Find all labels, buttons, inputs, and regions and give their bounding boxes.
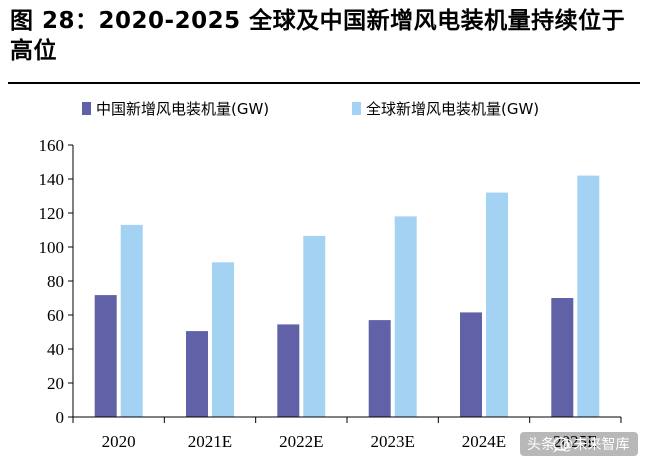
x-tick-label: 2020	[102, 432, 136, 451]
legend-label: 中国新增风电装机量(GW)	[96, 100, 269, 118]
bars	[94, 175, 600, 417]
watermark-text: 头条 @未来智库	[527, 436, 629, 453]
bar-global-2025E	[577, 175, 600, 417]
legend-swatch	[82, 102, 91, 115]
legend-label: 全球新增风电装机量(GW)	[366, 100, 539, 118]
figure-title: 图 28：2020-2025 全球及中国新增风电装机量持续位于高位	[10, 8, 626, 64]
bar-china-2025E	[551, 298, 574, 417]
y-tick-label: 100	[39, 238, 65, 257]
y-tick-label: 80	[47, 272, 64, 291]
bar-china-2020	[94, 295, 117, 417]
chat-bubble-icon	[553, 437, 569, 453]
x-tick-label: 2024E	[462, 432, 506, 451]
axes: 0 20 40 60 80 100 120 140 160 2020 2021E 2022E 2023E…	[39, 136, 622, 451]
title-rule	[8, 82, 640, 84]
y-tick-label: 120	[39, 204, 65, 223]
y-tick-label: 0	[56, 408, 65, 427]
bar-global-2022E	[303, 235, 326, 417]
bar-global-2021E	[212, 262, 234, 417]
x-tick-label: 2022E	[279, 432, 323, 451]
bar-china-2022E	[277, 324, 300, 417]
bar-global-2020	[120, 224, 143, 417]
watermark-background	[520, 432, 638, 456]
x-tick-label: 2025E	[553, 432, 597, 451]
x-tick-label: 2023E	[370, 432, 414, 451]
legend-swatch	[352, 102, 361, 115]
bar-china-2021E	[186, 331, 208, 417]
y-tick-label: 140	[39, 170, 65, 189]
watermark: 头条 @未来智库	[520, 432, 638, 456]
bar-global-2024E	[486, 192, 508, 417]
bar-china-2023E	[368, 320, 391, 417]
y-tick-label: 60	[47, 306, 64, 325]
bar-global-2023E	[394, 216, 417, 417]
legend: 中国新增风电装机量(GW) 全球新增风电装机量(GW)	[82, 100, 539, 118]
y-tick-label: 160	[39, 136, 65, 155]
y-tick-label: 40	[47, 340, 64, 359]
x-tick-label: 2021E	[188, 432, 232, 451]
y-tick-label: 20	[47, 374, 64, 393]
bar-china-2024E	[460, 312, 482, 417]
